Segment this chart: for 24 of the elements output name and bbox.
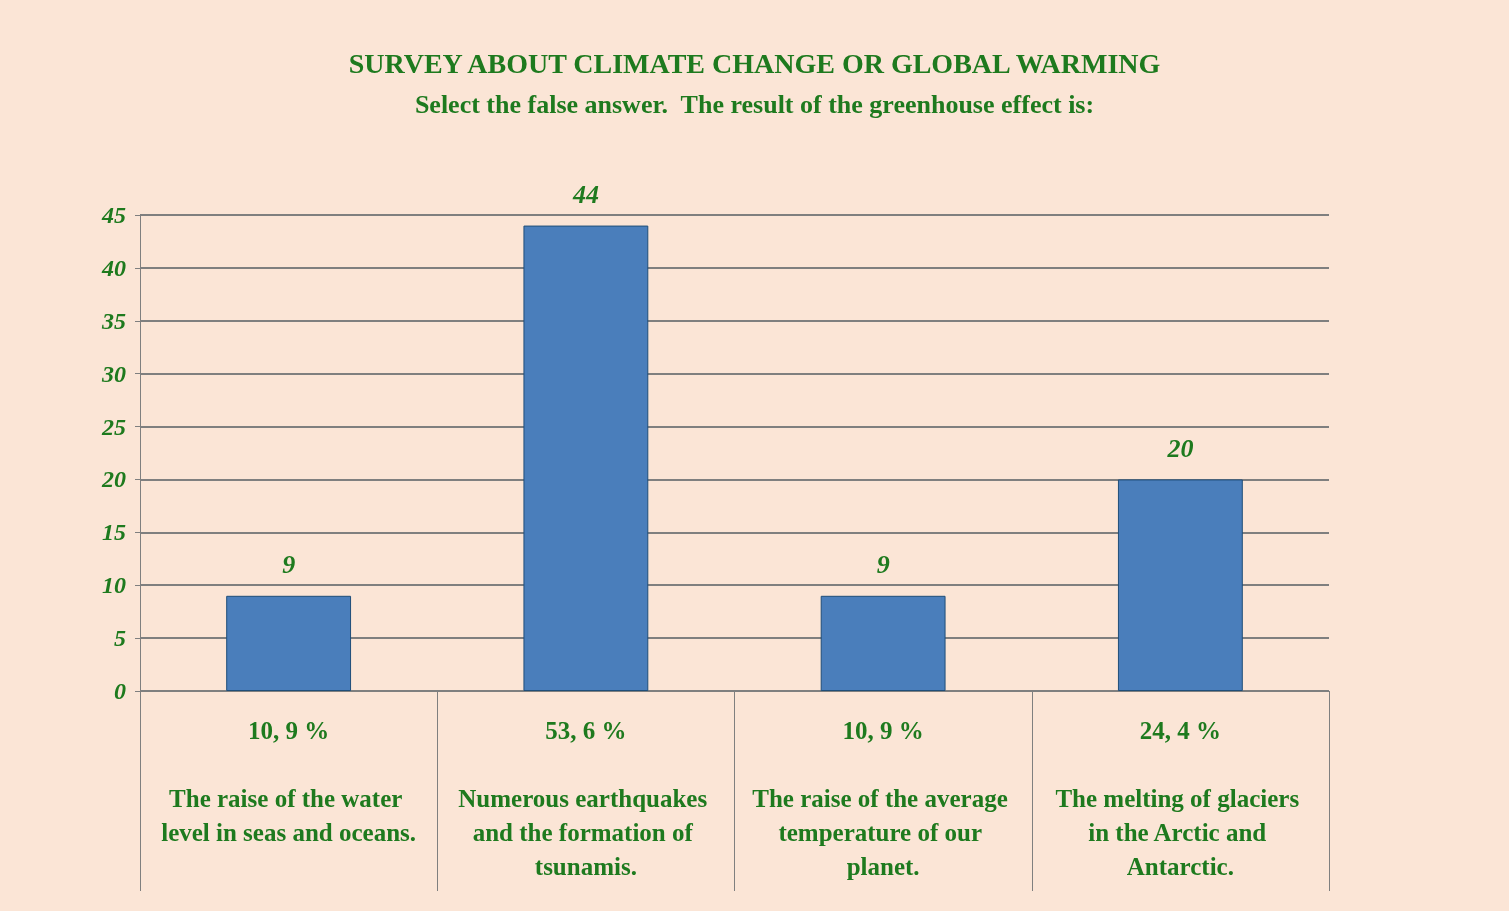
- y-tick-label: 10: [102, 572, 126, 599]
- data-label: 9: [876, 550, 890, 580]
- y-tick-label: 20: [101, 466, 126, 493]
- category-label: 10, 9 % The raise of the average temperature of our planet.: [752, 716, 1008, 880]
- category-label: 53, 6 % Numerous earthquakes and the formation of tsunamis.: [458, 716, 708, 880]
- bar: [226, 595, 352, 691]
- y-tick-label: 0: [114, 678, 126, 704]
- bar: [820, 595, 946, 691]
- y-tick-label: 40: [101, 254, 126, 281]
- chart-title: SURVEY ABOUT CLIMATE CHANGE OR GLOBAL WARMING: [348, 47, 1161, 79]
- chart-subtitle: Select the false answer. The result of the greenhouse effect is:: [414, 89, 1095, 119]
- category-label: 10, 9 % The raise of the water level in seas and oceans.: [161, 716, 417, 846]
- data-label: 20: [1166, 433, 1194, 463]
- y-tick-label: 5: [114, 625, 126, 652]
- y-tick-label: 15: [102, 519, 126, 546]
- y-tick-label: 45: [101, 202, 126, 228]
- y-tick-label: 25: [101, 413, 126, 440]
- y-tick-label: 30: [101, 360, 126, 387]
- bar: [523, 225, 649, 691]
- bar: [1117, 479, 1243, 691]
- category-label: 24, 4 % The melting of glaciers in the Arctic and Antarctic.: [1055, 716, 1300, 880]
- y-tick-label: 35: [101, 307, 126, 334]
- data-label: 9: [282, 550, 296, 580]
- data-label: 44: [571, 180, 599, 210]
